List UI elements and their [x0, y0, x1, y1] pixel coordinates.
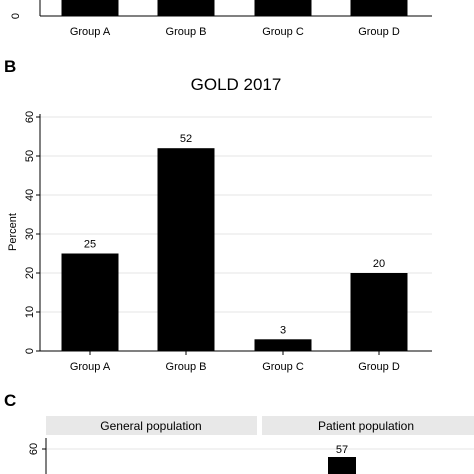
panel-b-y-tick-label: 60 [24, 111, 36, 123]
panel-b-bar [350, 273, 408, 351]
panel-a-bars [61, 0, 408, 16]
panel-b-bar [254, 339, 312, 351]
chart-title: GOLD 2017 [191, 75, 282, 94]
panel-c-bar [328, 457, 356, 474]
panel-a-bar [350, 0, 408, 16]
panel-a-x-tick-labels: Group A Group B Group C Group D [70, 26, 400, 38]
panel-b-y-tick-label: 20 [24, 267, 36, 279]
panel-c-data-label: 57 [336, 444, 348, 456]
panel-b-x-tick-labels: Group A Group B Group C Group D [70, 351, 400, 373]
panel-b-x-tick-label: Group B [166, 361, 207, 373]
panel-a-x-tick-label: Group B [166, 26, 207, 38]
panel-b-y-tick-label: 10 [24, 306, 36, 318]
panel-b-data-labels: 25 52 3 20 [84, 133, 385, 336]
facet-strip-patient [262, 416, 474, 435]
panel-b-y-tick-label: 40 [24, 189, 36, 201]
panel-b-letter: B [4, 57, 16, 76]
panel-b-bar [157, 148, 215, 351]
facet-strip-general [46, 416, 257, 435]
panel-a-bar [61, 0, 119, 16]
panel-b-y-ticks: 0 10 20 30 40 50 60 [24, 111, 40, 354]
panel-a-x-tick-label: Group D [358, 26, 400, 38]
facet-label-general: General population [100, 419, 201, 433]
panel-b-data-label: 20 [373, 258, 385, 270]
panel-a-bar [254, 0, 312, 16]
panel-c: C General population Patient population … [4, 391, 474, 474]
panel-b-x-tick-label: Group D [358, 361, 400, 373]
panel-c-y-tick-label: 60 [28, 443, 40, 455]
panel-b-x-tick-label: Group A [70, 361, 111, 373]
panel-b-data-label: 3 [280, 324, 286, 336]
panel-a: 0 Group A Group B Group C Group D [10, 0, 432, 38]
panel-b-bar [61, 253, 119, 351]
panel-b-y-tick-label: 50 [24, 150, 36, 162]
panel-c-letter: C [4, 391, 16, 410]
panel-b-data-label: 52 [180, 133, 192, 145]
panel-a-x-tick-label: Group C [262, 26, 304, 38]
panel-a-x-tick-label: Group A [70, 26, 111, 38]
panel-b-bars [61, 148, 408, 351]
panel-b-data-label: 25 [84, 239, 96, 251]
panel-a-bar [157, 0, 215, 16]
facet-label-patient: Patient population [318, 419, 414, 433]
panel-b-x-tick-label: Group C [262, 361, 304, 373]
y-axis-label: Percent [7, 213, 19, 251]
panel-b-y-tick-label: 0 [24, 348, 36, 354]
panel-a-y-tick-label: 0 [10, 13, 22, 19]
panel-b-y-tick-label: 30 [24, 228, 36, 240]
